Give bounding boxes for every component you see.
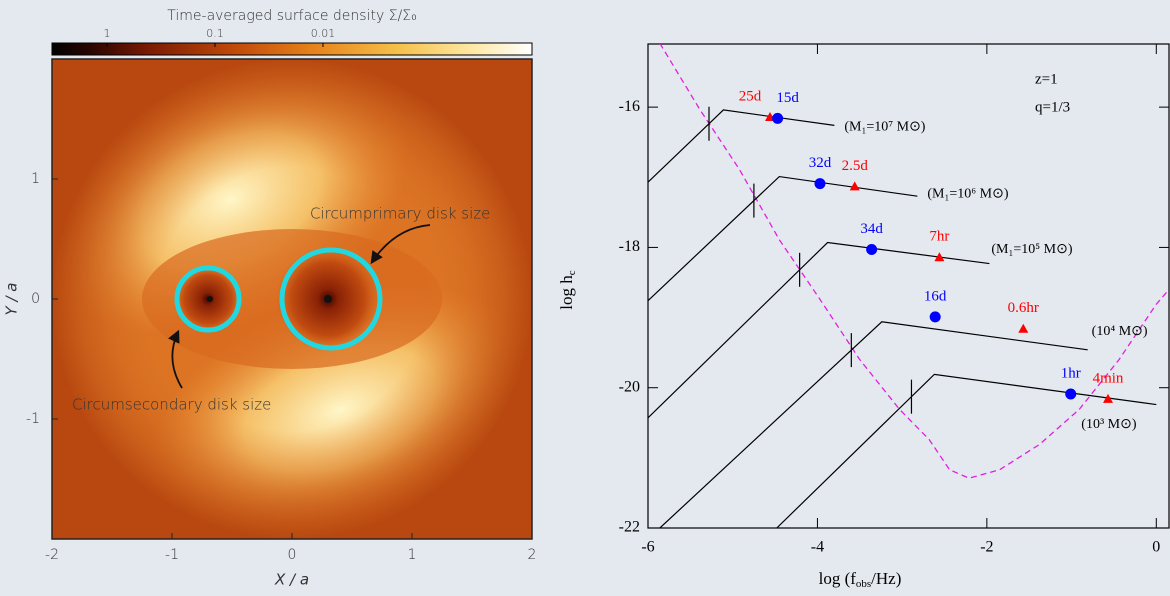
series-line xyxy=(648,175,918,302)
y-label-part: log h xyxy=(557,275,576,310)
marker xyxy=(1065,388,1077,400)
marker xyxy=(849,181,860,191)
x-tick-label: 2 xyxy=(528,547,537,563)
x-tick-label: -4 xyxy=(811,539,824,556)
series-line xyxy=(659,321,1088,528)
density-image xyxy=(52,59,532,539)
marker-label: 25d xyxy=(739,88,762,104)
marker xyxy=(866,244,878,256)
colorbar-tick-label: 1 xyxy=(103,27,110,40)
series-line xyxy=(648,241,990,419)
marker xyxy=(772,112,784,124)
marker-label: 32d xyxy=(809,155,832,171)
x-tick-label: 0 xyxy=(288,547,297,563)
x-tick-label: 1 xyxy=(408,547,417,563)
plot-frame xyxy=(647,43,1170,529)
arrow xyxy=(168,329,183,389)
y-tick-label: -22 xyxy=(619,519,640,536)
colorbar-tick-label: 0.1 xyxy=(206,27,224,40)
marker xyxy=(934,252,945,262)
x-tick-label: -2 xyxy=(45,547,59,563)
x-tick-label: -1 xyxy=(165,547,179,563)
series-line xyxy=(776,373,1157,528)
left-panel: Time-averaged surface density Σ/Σ₀ Circu… xyxy=(3,8,537,589)
marker-label: 4min xyxy=(1093,370,1124,386)
y-label-sub: c xyxy=(566,270,578,275)
marker-label: 7hr xyxy=(929,229,949,245)
colorbar-title: Time-averaged surface density Σ/Σ₀ xyxy=(167,8,416,24)
x-label-part: log (f xyxy=(819,569,857,588)
y-axis-label: log hc xyxy=(557,270,578,309)
marker-label: 0.6hr xyxy=(1008,300,1039,316)
series-label: (M₁=10⁶ M⊙) xyxy=(927,186,1008,201)
annotation: Circumprimary disk size xyxy=(310,205,490,223)
marker-label: 16d xyxy=(924,288,947,304)
series-label: (10³ M⊙) xyxy=(1081,417,1137,432)
marker-label: 1hr xyxy=(1061,365,1081,381)
x-axis-label: log (fobs/Hz) xyxy=(819,569,902,590)
sensitivity-curve xyxy=(659,44,1169,479)
marker-label: 2.5d xyxy=(842,158,869,174)
y-tick-label: -18 xyxy=(619,238,640,255)
x-label-sub: obs xyxy=(856,578,871,590)
right-panel: log (fobs/Hz) log hc z=1 q=1/3 -6 -4 -2 0-2… xyxy=(557,43,1170,590)
annotation: q=1/3 xyxy=(1035,99,1070,115)
y-tick-label: 0 xyxy=(31,291,40,307)
x-tick-label: -2 xyxy=(980,539,993,556)
series-label: (M₁=10⁷ M⊙) xyxy=(844,120,925,135)
arrow xyxy=(370,224,431,265)
x-label-part: /Hz) xyxy=(871,569,901,588)
annotation: z=1 xyxy=(1035,71,1058,87)
colorbar-tick-label: 0.01 xyxy=(311,27,336,40)
y-tick-label: -1 xyxy=(26,411,40,427)
annotation: Circumsecondary disk size xyxy=(72,396,271,414)
marker xyxy=(814,178,826,190)
marker xyxy=(929,311,941,323)
marker xyxy=(1103,393,1114,403)
x-tick-label: 0 xyxy=(1152,539,1160,556)
marker-label: 34d xyxy=(860,221,883,237)
series-line xyxy=(648,109,835,183)
y-tick-label: -16 xyxy=(619,98,640,115)
series-label: (10⁴ M⊙) xyxy=(1092,324,1148,339)
y-tick-label: 1 xyxy=(31,171,40,187)
plot-area xyxy=(648,44,1169,528)
series-label: (M₁=10⁵ M⊙) xyxy=(991,242,1072,257)
marker-label: 15d xyxy=(776,90,799,106)
y-axis-label: Y / a xyxy=(3,283,21,316)
x-axis-label: X / a xyxy=(274,571,309,589)
colorbar xyxy=(51,42,533,56)
y-tick-label: -20 xyxy=(619,378,640,395)
x-tick-label: -6 xyxy=(641,539,654,556)
marker xyxy=(1018,323,1029,333)
